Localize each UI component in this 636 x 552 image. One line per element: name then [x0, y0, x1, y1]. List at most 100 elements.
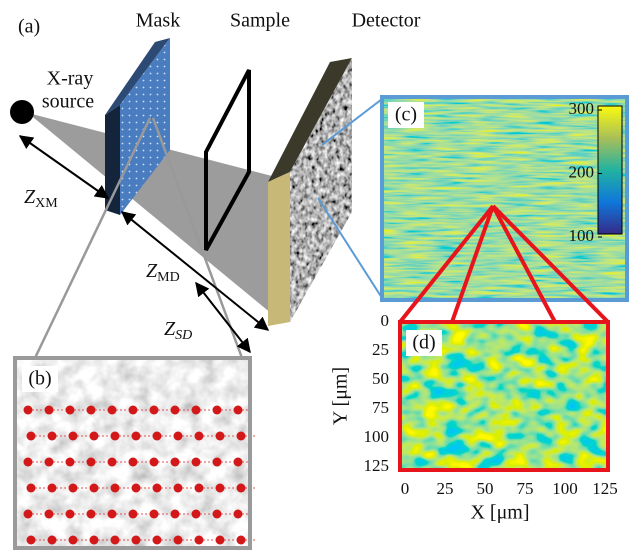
- marker-dot: [90, 432, 99, 441]
- marker-dot: [69, 484, 78, 493]
- distance-label: ZMD: [146, 260, 180, 286]
- mask-label: Mask: [136, 10, 180, 32]
- panel-label: (c): [395, 104, 417, 126]
- marker-dot: [27, 484, 36, 493]
- marker-dot: [234, 458, 243, 467]
- marker-dot: [45, 406, 54, 415]
- x-tick-label: 125: [592, 479, 618, 498]
- y-tick-label: 0: [381, 311, 390, 330]
- marker-dot: [87, 406, 96, 415]
- marker-dot: [90, 536, 99, 545]
- page: {"panel_a":{"label":"(a)","mask":"Mask",…: [0, 0, 636, 552]
- x-tick-label: 75: [517, 479, 534, 498]
- x-tick-label: 100: [552, 479, 578, 498]
- marker-dot: [66, 406, 75, 415]
- marker-dot: [171, 510, 180, 519]
- marker-dot: [153, 484, 162, 493]
- marker-dot: [216, 484, 225, 493]
- subscript: SD: [175, 328, 192, 343]
- colorbar-tick-label: 300: [569, 99, 595, 118]
- marker-dot: [24, 510, 33, 519]
- marker-dot: [27, 432, 36, 441]
- detector-label: Detector: [352, 10, 421, 32]
- marker-dot: [213, 510, 222, 519]
- marker-dot: [45, 458, 54, 467]
- marker-dot: [192, 458, 201, 467]
- x-tick-label: 0: [401, 479, 410, 498]
- source-label: X-ray: [47, 68, 94, 90]
- colorbar: [598, 106, 622, 234]
- marker-dot: [111, 432, 120, 441]
- y-tick-label: 75: [372, 398, 389, 417]
- marker-dot: [195, 432, 204, 441]
- marker-dot: [150, 458, 159, 467]
- marker-dot: [195, 536, 204, 545]
- panel-label: (d): [412, 332, 435, 354]
- marker-dot: [111, 536, 120, 545]
- marker-dot: [171, 458, 180, 467]
- x-axis-label: X [μm]: [470, 502, 529, 524]
- x-tick-label: 50: [477, 479, 494, 498]
- marker-dot: [216, 536, 225, 545]
- marker-dot: [111, 484, 120, 493]
- marker-dot: [237, 484, 246, 493]
- marker-dot: [150, 406, 159, 415]
- y-axis-label: Y [μm]: [330, 367, 352, 425]
- marker-dot: [87, 458, 96, 467]
- marker-dot: [216, 432, 225, 441]
- marker-dot: [174, 484, 183, 493]
- marker-dot: [27, 536, 36, 545]
- marker-dot: [132, 536, 141, 545]
- marker-dot: [213, 458, 222, 467]
- marker-dot: [192, 510, 201, 519]
- marker-dot: [24, 406, 33, 415]
- marker-dot: [108, 406, 117, 415]
- marker-dot: [108, 510, 117, 519]
- y-tick-label: 25: [372, 340, 389, 359]
- marker-dot: [150, 510, 159, 519]
- marker-dot: [234, 510, 243, 519]
- marker-dot: [174, 432, 183, 441]
- sample-label: Sample: [230, 10, 290, 32]
- x-tick-label: 25: [437, 479, 454, 498]
- marker-dot: [237, 432, 246, 441]
- marker-dot: [213, 406, 222, 415]
- marker-dot: [48, 536, 57, 545]
- marker-dot: [66, 458, 75, 467]
- xray-source: [10, 100, 34, 124]
- distance-label: ZXM: [24, 186, 58, 212]
- subscript: XM: [35, 196, 58, 211]
- marker-dot: [132, 484, 141, 493]
- marker-dot: [237, 536, 246, 545]
- y-tick-label: 50: [372, 369, 389, 388]
- marker-dot: [87, 510, 96, 519]
- marker-dot: [153, 432, 162, 441]
- marker-dot: [234, 406, 243, 415]
- marker-dot: [153, 536, 162, 545]
- marker-dot: [108, 458, 117, 467]
- marker-dot: [192, 406, 201, 415]
- subscript: MD: [157, 270, 180, 285]
- marker-dot: [48, 432, 57, 441]
- marker-dot: [90, 484, 99, 493]
- distance-label: ZSD: [164, 318, 192, 344]
- marker-dot: [195, 484, 204, 493]
- source-label: source: [42, 91, 94, 113]
- colorbar-tick-label: 100: [569, 226, 595, 245]
- marker-dot: [45, 510, 54, 519]
- marker-dot: [171, 406, 180, 415]
- marker-dot: [24, 458, 33, 467]
- marker-dot: [66, 510, 75, 519]
- y-tick-label: 100: [364, 427, 390, 446]
- marker-dot: [129, 510, 138, 519]
- marker-dot: [48, 484, 57, 493]
- marker-dot: [132, 432, 141, 441]
- y-tick-label: 125: [364, 456, 390, 475]
- detector-side: [268, 172, 290, 326]
- marker-dot: [129, 458, 138, 467]
- marker-dot: [174, 536, 183, 545]
- colorbar-tick-label: 200: [569, 162, 595, 181]
- marker-dot: [129, 406, 138, 415]
- marker-dot: [69, 432, 78, 441]
- figure: (c) (d) X [μm] Y [μm] (b) (a) Mask Sampl…: [0, 0, 636, 552]
